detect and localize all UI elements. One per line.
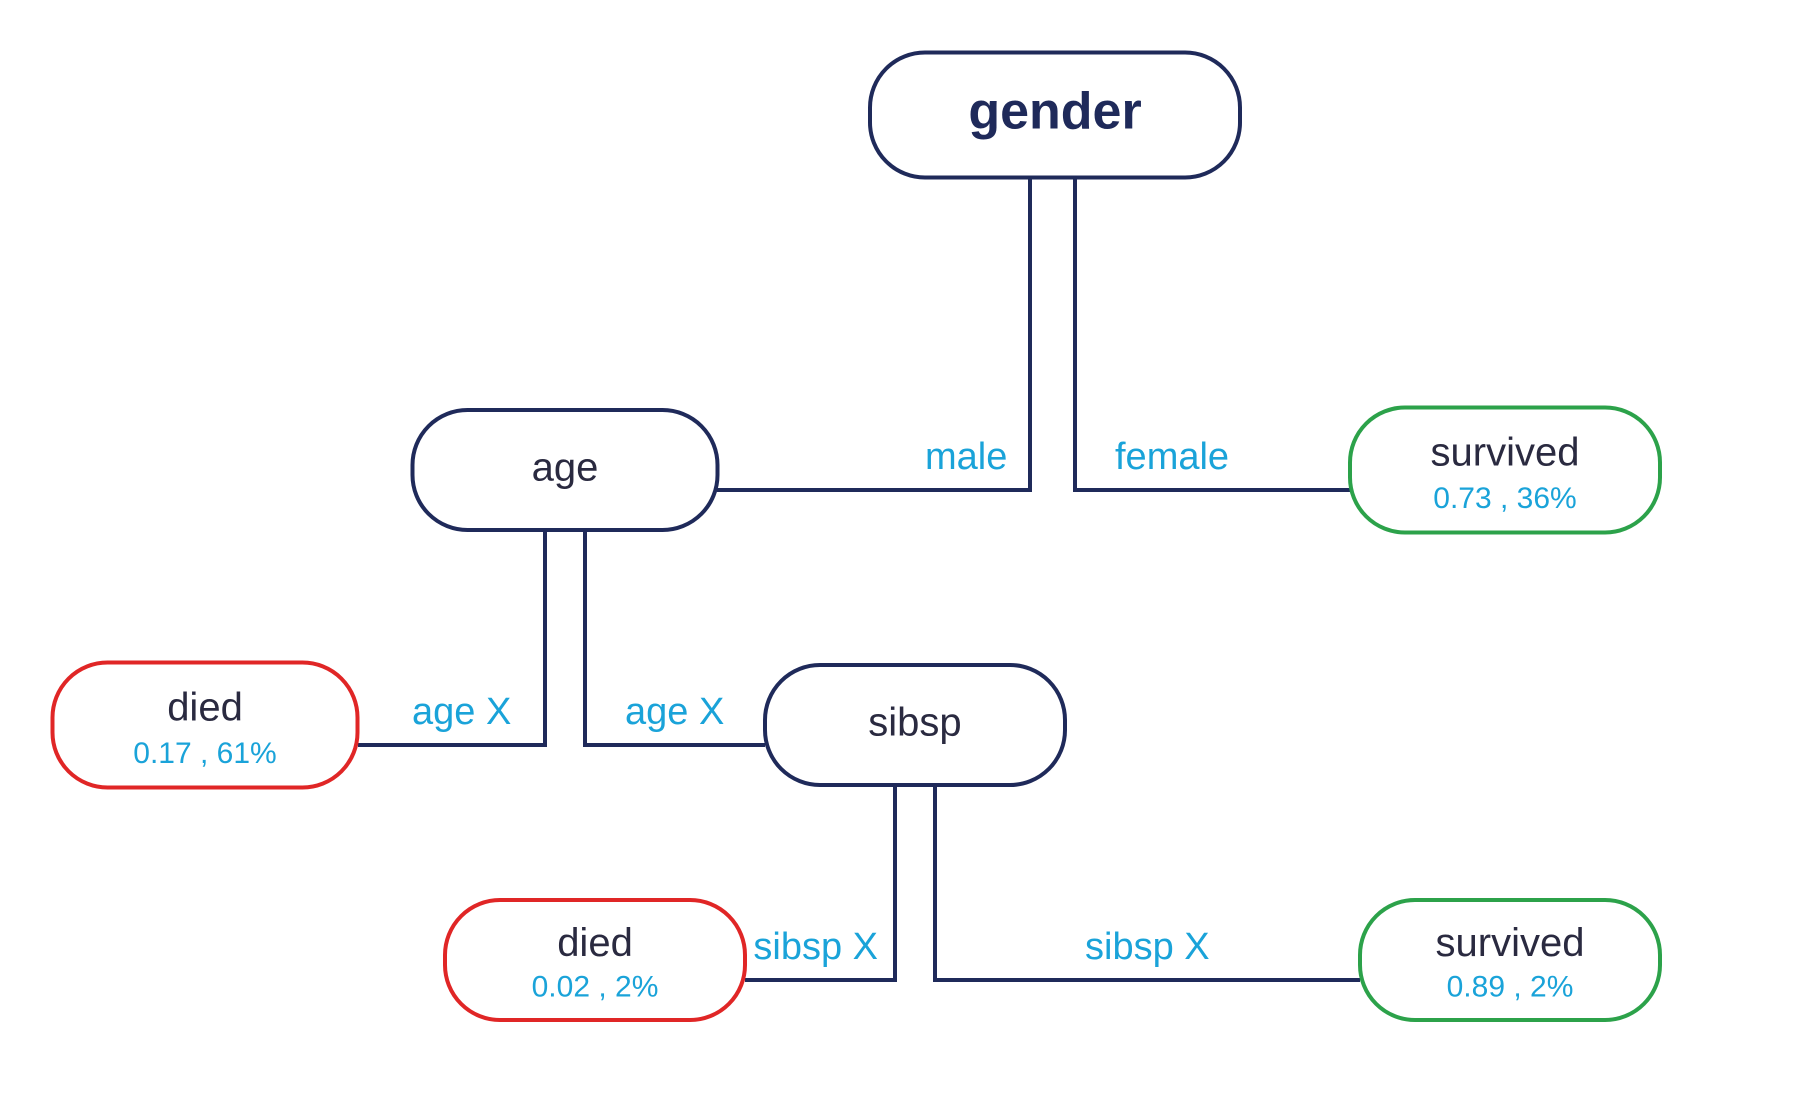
node-label: survived [1431, 431, 1580, 475]
edge-label: sibsp X [753, 926, 878, 968]
node-sibsp: sibsp [765, 665, 1065, 785]
edge-gender-female: female [1075, 177, 1350, 490]
edge-label: age X [625, 691, 724, 733]
edge-label: female [1115, 436, 1229, 478]
edges-layer: male female age X age X sibsp X sibsp X [358, 177, 1360, 980]
node-gender: gender [870, 53, 1240, 178]
node-died-age: died 0.17 , 61% [53, 663, 358, 788]
node-sublabel: 0.17 , 61% [133, 737, 276, 770]
edge-sibsp-right: sibsp X [935, 785, 1360, 980]
node-died-sibsp: died 0.02 , 2% [445, 900, 745, 1020]
edge-age-left: age X [358, 530, 545, 745]
node-sublabel: 0.73 , 36% [1433, 482, 1576, 515]
nodes-layer: gender age survived 0.73 , 36% died 0.17 , 61… [53, 53, 1661, 1021]
node-label: died [557, 921, 633, 965]
edge-label: male [925, 436, 1007, 478]
node-label: gender [968, 83, 1141, 141]
edge-age-right: age X [585, 530, 765, 745]
edge-label: sibsp X [1085, 926, 1210, 968]
decision-tree-diagram: malefemaleage Xage Xsibsp Xsibsp Xgender… [0, 0, 1800, 1097]
edge-gender-male: male [717, 177, 1030, 490]
node-label: sibsp [868, 701, 961, 745]
node-sublabel: 0.02 , 2% [532, 971, 659, 1004]
node-survived-female: survived 0.73 , 36% [1350, 408, 1660, 533]
node-sublabel: 0.89 , 2% [1447, 971, 1574, 1004]
node-label: survived [1436, 921, 1585, 965]
node-survived-sibsp: survived 0.89 , 2% [1360, 900, 1660, 1020]
node-label: age [532, 446, 599, 490]
edge-sibsp-left: sibsp X [745, 785, 895, 980]
edge-label: age X [412, 691, 511, 733]
node-age: age [413, 410, 718, 530]
node-label: died [167, 686, 243, 730]
